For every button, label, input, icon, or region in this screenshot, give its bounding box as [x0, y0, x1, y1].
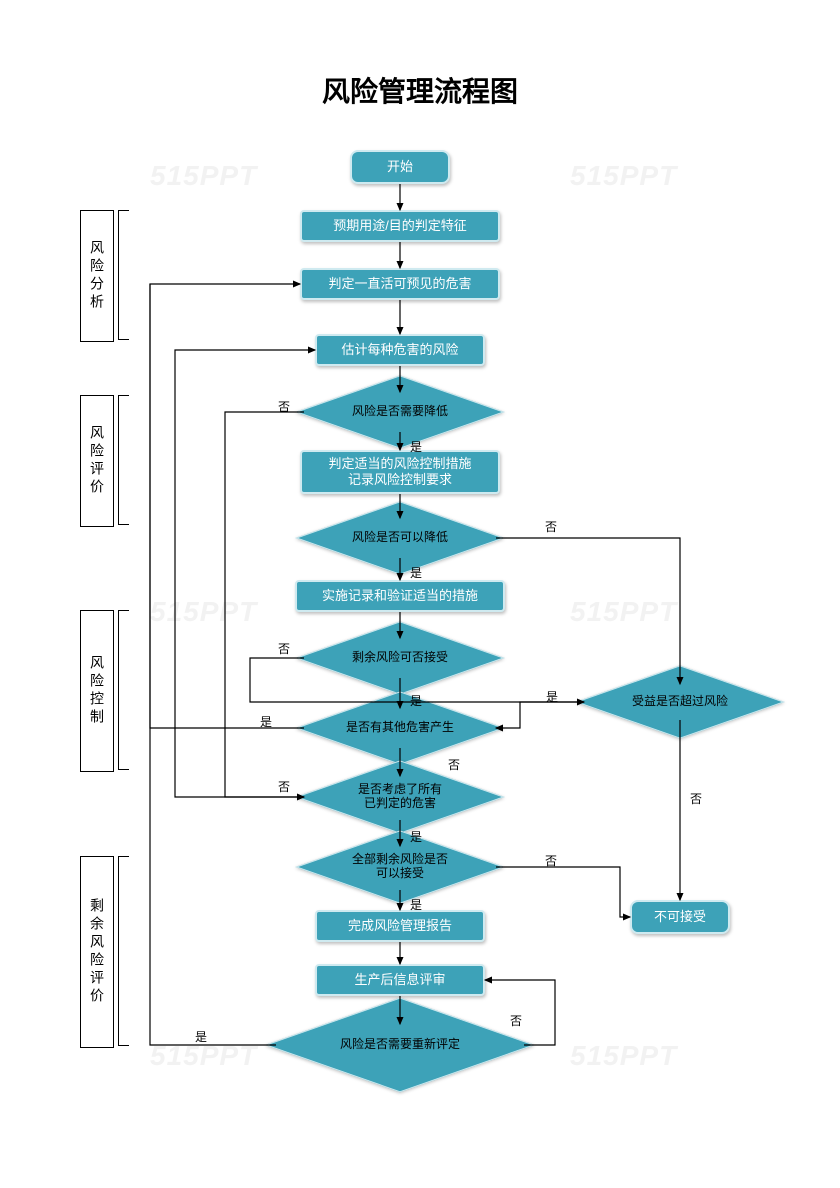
- section-label: 风险控制: [87, 655, 107, 727]
- rounded-n_unaccept: 不可接受: [630, 900, 730, 934]
- edge-label: 否: [510, 1012, 522, 1029]
- decision-label: 是否有其他危害产生: [300, 706, 500, 750]
- edge-label: 是: [410, 896, 422, 913]
- process-n_impl: 实施记录和验证适当的措施: [295, 580, 505, 612]
- edge: [150, 284, 304, 728]
- section-sec2: 风险评价: [80, 395, 114, 527]
- watermark: 515PPT: [570, 596, 677, 628]
- decision-d_reassess: 风险是否需要重新评定: [270, 1020, 530, 1070]
- section-brace: [118, 856, 135, 1046]
- decision-label: 是否考虑了所有 已判定的危害: [300, 772, 500, 822]
- edge-label: 是: [410, 692, 422, 709]
- edge: [496, 867, 630, 917]
- decision-label: 剩余风险可否接受: [300, 636, 500, 680]
- edge-label: 否: [545, 518, 557, 535]
- watermark: 515PPT: [150, 160, 257, 192]
- section-brace: [118, 210, 135, 340]
- edge-label: 否: [690, 790, 702, 807]
- edge-label: 是: [410, 438, 422, 455]
- section-brace: [118, 610, 135, 770]
- decision-d_can: 风险是否可以降低: [300, 516, 500, 560]
- edge-label: 否: [448, 756, 460, 773]
- edge-label: 否: [278, 640, 290, 657]
- decision-d_overall: 全部剩余风险是否 可以接受: [300, 842, 500, 892]
- edge-label: 是: [410, 828, 422, 845]
- edge-label: 否: [278, 778, 290, 795]
- edge: [496, 538, 680, 684]
- decision-d_reduce: 风险是否需要降低: [300, 390, 500, 434]
- edge: [225, 412, 304, 797]
- section-sec3: 风险控制: [80, 610, 114, 772]
- watermark: 515PPT: [570, 1040, 677, 1072]
- edge: [496, 702, 584, 728]
- edge-label: 是: [546, 688, 558, 705]
- watermark: 515PPT: [150, 596, 257, 628]
- decision-d_benefit: 受益是否超过风险: [580, 680, 780, 724]
- process-n_report: 完成风险管理报告: [315, 910, 485, 942]
- page-title: 风险管理流程图: [0, 70, 840, 110]
- edge-label: 否: [545, 852, 557, 869]
- process-n_estimate: 估计每种危害的风险: [315, 334, 485, 366]
- edge: [150, 284, 276, 1045]
- decision-label: 风险是否可以降低: [300, 516, 500, 560]
- flowchart-page: 风险管理流程图 515PPT515PPT515PPT515PPT515PPT51…: [0, 0, 840, 1188]
- process-n_hazard: 判定一直活可预见的危害: [300, 268, 500, 300]
- decision-label: 受益是否超过风险: [580, 680, 780, 724]
- section-label: 剩余风险评价: [87, 898, 107, 1006]
- decision-label: 全部剩余风险是否 可以接受: [300, 842, 500, 892]
- section-label: 风险分析: [87, 240, 107, 312]
- decision-label: 风险是否需要降低: [300, 390, 500, 434]
- decision-label: 风险是否需要重新评定: [270, 1020, 530, 1070]
- process-n_review: 生产后信息评审: [315, 964, 485, 996]
- decision-d_other: 是否有其他危害产生: [300, 706, 500, 750]
- watermark: 515PPT: [570, 160, 677, 192]
- decision-d_residual: 剩余风险可否接受: [300, 636, 500, 680]
- decision-d_all: 是否考虑了所有 已判定的危害: [300, 772, 500, 822]
- rounded-n_start: 开始: [350, 150, 450, 184]
- section-brace: [118, 395, 135, 525]
- edge: [175, 350, 315, 797]
- process-n_measures: 判定适当的风险控制措施 记录风险控制要求: [300, 450, 500, 494]
- edge-label: 是: [410, 564, 422, 581]
- edge-label: 是: [195, 1028, 207, 1045]
- edge-label: 否: [278, 398, 290, 415]
- process-n_intended: 预期用途/目的判定特征: [300, 210, 500, 242]
- edge-label: 是: [260, 713, 272, 730]
- section-sec4: 剩余风险评价: [80, 856, 114, 1048]
- section-sec1: 风险分析: [80, 210, 114, 342]
- section-label: 风险评价: [87, 425, 107, 497]
